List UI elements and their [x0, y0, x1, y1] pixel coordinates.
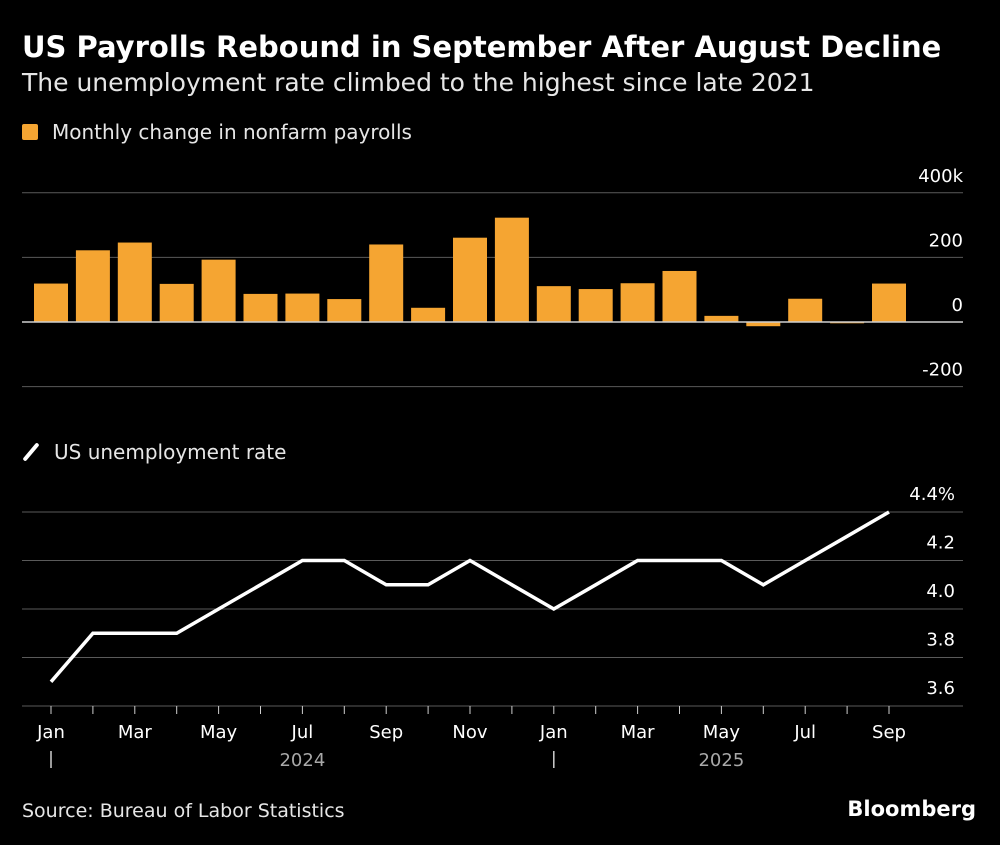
unemployment-legend: US unemployment rate: [22, 440, 286, 464]
payroll-bar: [662, 270, 697, 322]
x-tick-label: Mar: [621, 722, 656, 743]
payroll-bar: [411, 307, 446, 322]
chart-title: US Payrolls Rebound in September After A…: [22, 30, 942, 64]
x-year-label: 2025: [698, 750, 744, 771]
bar-gridlines: [22, 192, 963, 388]
chart-subtitle: The unemployment rate climbed to the hig…: [22, 68, 815, 97]
x-tick-label: May: [703, 722, 741, 743]
x-tick-label: Jan: [36, 722, 65, 743]
payroll-bar: [494, 217, 529, 322]
bloomberg-logo: Bloomberg: [847, 797, 976, 821]
payrolls-legend-label: Monthly change in nonfarm payrolls: [52, 120, 412, 144]
payroll-bar: [788, 298, 823, 322]
payroll-bar: [159, 283, 194, 322]
x-axis: Jan Mar May Jul Sep Nov Jan Mar May Jul Sep 2024 202…: [36, 706, 906, 771]
line-y-tick-label: 4.0: [926, 581, 955, 602]
payroll-bar: [369, 244, 404, 322]
payroll-bar: [34, 283, 68, 322]
payroll-bar: [453, 237, 487, 322]
payroll-bar: [327, 299, 362, 322]
payroll-bar: [578, 289, 613, 322]
bar-y-tick-label: 200: [929, 230, 963, 251]
line-series: [49, 510, 890, 683]
x-tick-label: Sep: [369, 722, 403, 743]
payroll-bar: [201, 259, 236, 322]
x-tick-label: Mar: [118, 722, 153, 743]
bar-y-tick-label: 400k: [918, 166, 963, 187]
payroll-bar: [285, 293, 320, 322]
bar-y-axis: 400k 200 0 -200: [918, 166, 963, 381]
payroll-bar: [872, 283, 906, 322]
payrolls-legend: Monthly change in nonfarm payrolls: [22, 120, 412, 144]
bar-y-tick-label: -200: [922, 360, 963, 381]
payroll-bar: [243, 293, 278, 322]
x-tick-label: Nov: [452, 722, 487, 743]
payroll-bar: [620, 283, 655, 322]
payroll-bar: [75, 250, 110, 322]
line-y-tick-label: 4.4%: [909, 484, 955, 505]
payroll-bar: [704, 315, 739, 322]
source-note: Source: Bureau of Labor Statistics: [22, 800, 345, 822]
bar-y-tick-label: 0: [952, 295, 963, 316]
x-year-label: 2024: [279, 750, 325, 771]
line-y-axis: 4.4% 4.2 4.0 3.8 3.6: [909, 484, 955, 699]
x-tick-label: Jul: [291, 722, 314, 743]
bar-swatch-icon: [22, 124, 38, 140]
payroll-bar: [746, 322, 781, 327]
line-gridlines: [22, 511, 963, 707]
x-tick-label: May: [200, 722, 238, 743]
bar-series: [22, 217, 963, 327]
line-y-tick-label: 3.8: [926, 630, 955, 651]
line-y-tick-label: 3.6: [926, 678, 955, 699]
x-tick-label: Jul: [793, 722, 816, 743]
unemployment-line: [49, 510, 890, 683]
unemployment-legend-label: US unemployment rate: [54, 440, 287, 464]
x-tick-label: Jan: [539, 722, 568, 743]
line-y-tick-label: 4.2: [926, 533, 955, 554]
payroll-bar: [117, 242, 152, 322]
payroll-bar: [536, 286, 571, 322]
x-tick-label: Sep: [872, 722, 906, 743]
